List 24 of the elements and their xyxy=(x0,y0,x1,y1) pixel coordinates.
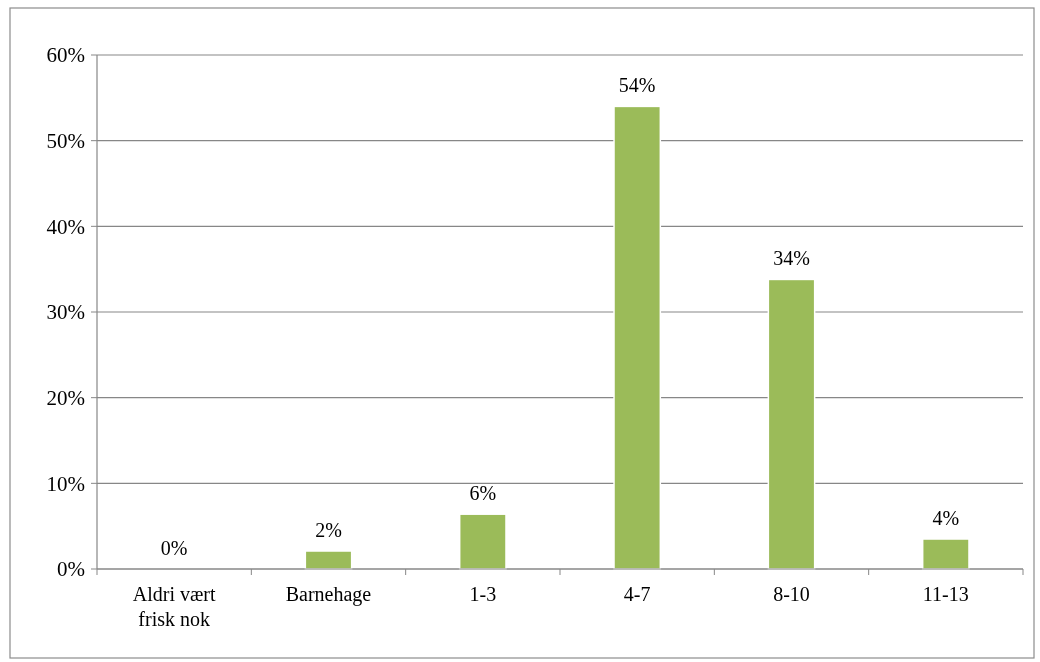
x-tick-label: Aldri vært frisk nok xyxy=(132,583,216,630)
y-tick-label: 40% xyxy=(46,214,85,239)
y-tick-label: 20% xyxy=(46,386,85,411)
bar xyxy=(613,105,662,570)
y-tick-label: 50% xyxy=(46,129,85,154)
y-tick-label: 0% xyxy=(57,557,85,582)
bar xyxy=(767,278,816,570)
data-label: 54% xyxy=(618,74,656,97)
y-tick-label: 10% xyxy=(46,471,85,496)
bar xyxy=(304,550,353,570)
data-label: 0% xyxy=(160,537,188,559)
bar xyxy=(458,513,507,570)
x-tick-label: 4-7 xyxy=(623,583,651,605)
data-label: 2% xyxy=(315,519,342,542)
bar xyxy=(921,538,970,570)
x-tick-label: 8-10 xyxy=(773,583,810,605)
data-label: 34% xyxy=(773,247,810,270)
x-tick-label: 1-3 xyxy=(469,583,497,605)
x-tick-label: 11-13 xyxy=(922,583,969,605)
data-label: 4% xyxy=(932,507,960,530)
x-tick-label: Barnehage xyxy=(285,583,372,606)
data-label: 6% xyxy=(469,482,497,505)
y-tick-label: 30% xyxy=(46,300,85,325)
y-tick-label: 60% xyxy=(46,43,85,68)
